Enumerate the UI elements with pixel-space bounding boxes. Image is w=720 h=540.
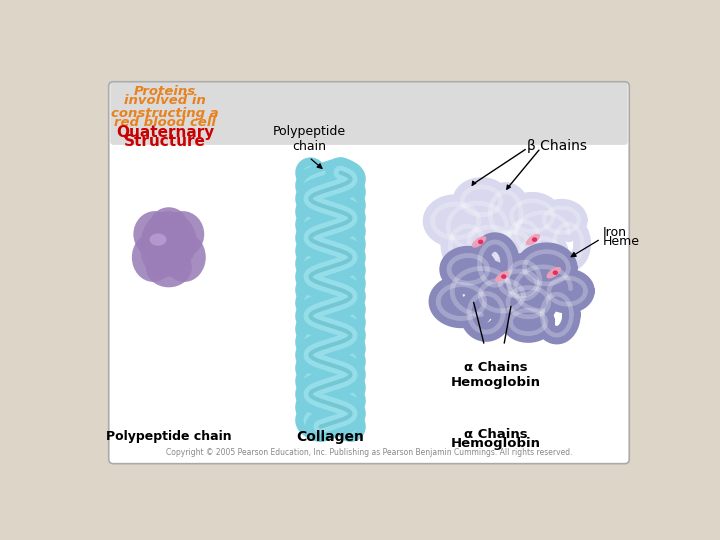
Text: Quaternary: Quaternary — [116, 125, 214, 140]
Ellipse shape — [532, 237, 537, 242]
Text: red blood cell: red blood cell — [114, 116, 216, 129]
Ellipse shape — [495, 271, 510, 282]
Text: Copyright © 2005 Pearson Education, Inc. Publishing as Pearson Benjamin Cummings: Copyright © 2005 Pearson Education, Inc.… — [166, 448, 572, 457]
Ellipse shape — [472, 236, 487, 248]
Ellipse shape — [140, 222, 189, 278]
Text: involved in: involved in — [124, 94, 206, 107]
Ellipse shape — [526, 234, 540, 245]
Text: Polypeptide
chain: Polypeptide chain — [273, 125, 346, 153]
FancyBboxPatch shape — [110, 82, 628, 145]
Ellipse shape — [145, 247, 192, 287]
Text: α Chains
Hemoglobin: α Chains Hemoglobin — [451, 361, 541, 389]
Text: Polypeptide chain: Polypeptide chain — [106, 430, 232, 443]
FancyBboxPatch shape — [109, 82, 629, 464]
Ellipse shape — [161, 211, 204, 257]
Text: Hemoglobin: Hemoglobin — [451, 437, 541, 450]
Text: Heme: Heme — [603, 235, 639, 248]
Text: Iron: Iron — [603, 226, 626, 239]
Ellipse shape — [501, 274, 506, 279]
Ellipse shape — [546, 267, 561, 279]
Ellipse shape — [478, 240, 483, 244]
Ellipse shape — [141, 211, 197, 273]
Ellipse shape — [133, 211, 176, 257]
Text: Structure: Structure — [124, 134, 206, 149]
Text: α Chains: α Chains — [464, 428, 528, 441]
Ellipse shape — [553, 271, 558, 275]
Ellipse shape — [150, 207, 187, 241]
Text: Proteins: Proteins — [134, 85, 196, 98]
Text: constructing a: constructing a — [111, 107, 219, 120]
Text: β Chains: β Chains — [527, 139, 587, 153]
Text: Collagen: Collagen — [297, 430, 364, 444]
Ellipse shape — [150, 233, 166, 246]
Ellipse shape — [163, 233, 206, 282]
Ellipse shape — [132, 233, 175, 282]
